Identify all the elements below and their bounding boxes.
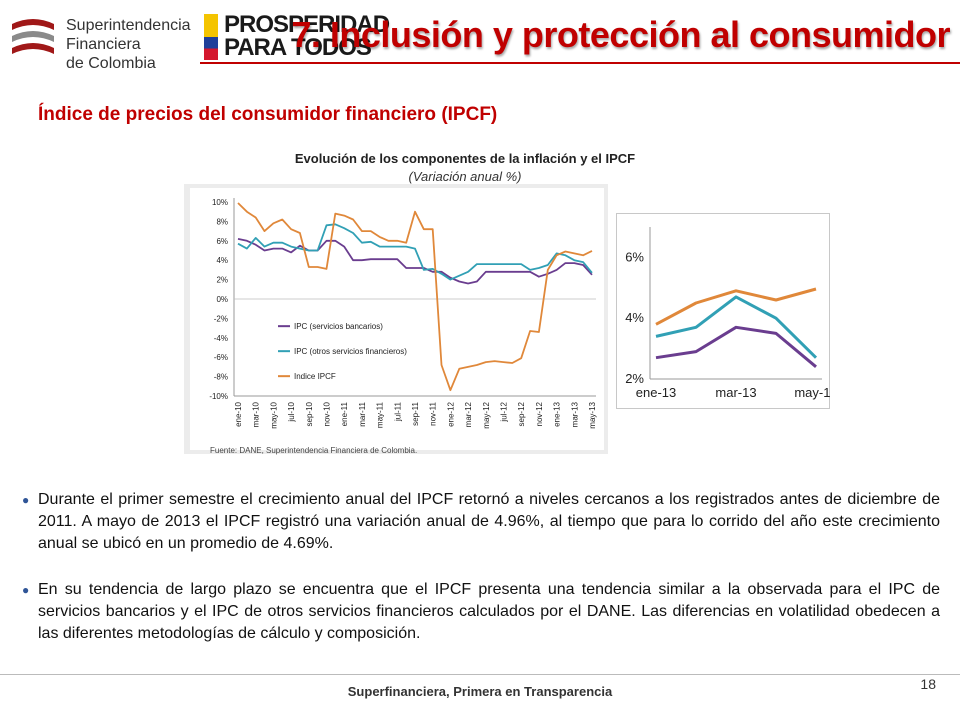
x-tick-label: ene-11 [340, 401, 349, 426]
plot-background [190, 188, 604, 450]
x-tick-label: sep-10 [305, 401, 314, 426]
y-tick-label: -2% [214, 314, 228, 323]
title-divider [200, 62, 960, 64]
series-line [237, 202, 593, 392]
bullet-icon: ● [22, 493, 30, 507]
sfc-logo-line: de Colombia [66, 55, 156, 72]
bullet-item: ● Durante el primer semestre el crecimie… [22, 489, 940, 555]
inset-series-line [655, 287, 817, 326]
y-tick-label: -8% [214, 373, 228, 382]
section-title: Índice de precios del consumidor financi… [38, 104, 498, 125]
slide-title: 7. Inclusión y protección al consumidor [291, 14, 950, 55]
inset-series-line [655, 325, 817, 368]
x-tick-label: jul-11 [393, 401, 402, 422]
page-number: 18 [920, 676, 936, 692]
inset-y-tick-label: 4% [625, 310, 644, 325]
footer-text: Superfinanciera, Primera en Transparenci… [347, 684, 613, 699]
inset-line-chart: 6% 4% 2% ene-13 mar-13 may-13 [616, 213, 830, 409]
y-tick-label: -4% [214, 334, 228, 343]
bullet-icon: ● [22, 583, 30, 597]
colombia-flag-icon [204, 14, 218, 60]
y-tick-label: 6% [216, 237, 228, 246]
x-tick-label: sep-12 [517, 401, 526, 426]
sfc-emblem-icon [8, 16, 58, 62]
bullet-text: Durante el primer semestre el crecimient… [38, 491, 940, 552]
series-line [237, 223, 593, 281]
y-tick-label: 2% [216, 276, 228, 285]
sfc-logo: Superintendencia Financiera de Colombia [8, 10, 191, 72]
x-tick-label: ene-10 [234, 401, 243, 426]
bullet-text: En su tendencia de largo plazo se encuen… [38, 581, 940, 642]
x-tick-label: ene-12 [446, 401, 455, 426]
x-tick-label: may-13 [588, 401, 597, 428]
inset-y-tick-label: 6% [625, 249, 644, 264]
prosperidad-logo: PROSPERIDAD PARA TODOS [204, 12, 390, 62]
y-tick-label: -6% [214, 353, 228, 362]
inset-y-tick-label: 2% [625, 371, 644, 386]
y-tick-label: 8% [216, 217, 228, 226]
x-tick-label: mar-10 [252, 401, 261, 427]
legend-label: IPC (otros servicios financieros) [294, 347, 407, 356]
x-tick-label: sep-11 [411, 401, 420, 425]
x-tick-label: jul-12 [500, 401, 509, 422]
x-tick-label: may-10 [269, 401, 278, 428]
x-tick-label: ene-13 [553, 401, 562, 426]
sfc-logo-line: Superintendencia [66, 17, 191, 34]
inset-x-tick-label: may-13 [794, 385, 830, 400]
x-tick-label: may-11 [376, 401, 385, 428]
inset-x-tick-label: ene-13 [636, 385, 676, 400]
x-tick-label: nov-10 [323, 401, 332, 426]
y-tick-label: 0% [216, 295, 228, 304]
y-tick-label: 10% [212, 198, 228, 207]
bullet-item: ● En su tendencia de largo plazo se encu… [22, 579, 940, 645]
prosperidad-logo-line: PROSPERIDAD [224, 11, 390, 38]
legend-label: Indice IPCF [294, 372, 336, 381]
source-note: Fuente: DANE, Superintendencia Financier… [210, 446, 418, 455]
y-tick-label: 4% [216, 256, 228, 265]
inset-series-line [655, 295, 818, 359]
x-tick-label: may-12 [482, 401, 491, 428]
x-tick-label: mar-12 [464, 401, 473, 427]
inset-frame [616, 213, 830, 409]
main-line-chart: 10% 8% 6% 4% 2% 0% -2% -4% -6% -8% -10% ene-10 mar-… [184, 184, 608, 454]
inset-x-tick-label: mar-13 [715, 385, 756, 400]
chart-title: Evolución de los componentes de la infla… [294, 151, 636, 166]
footer-divider [0, 674, 960, 675]
x-tick-label: jul-10 [287, 401, 296, 422]
x-tick-label: nov-11 [429, 401, 438, 425]
y-tick-label: -10% [209, 392, 228, 401]
chart-subtitle: (Variación anual %) [408, 169, 522, 184]
legend-label: IPC (servicios bancarios) [294, 322, 383, 331]
x-tick-label: nov-12 [535, 401, 544, 426]
x-tick-label: mar-13 [570, 401, 579, 427]
prosperidad-logo-line: PARA TODOS [224, 34, 372, 61]
sfc-logo-line: Financiera [66, 36, 141, 53]
x-tick-label: mar-11 [358, 401, 367, 426]
